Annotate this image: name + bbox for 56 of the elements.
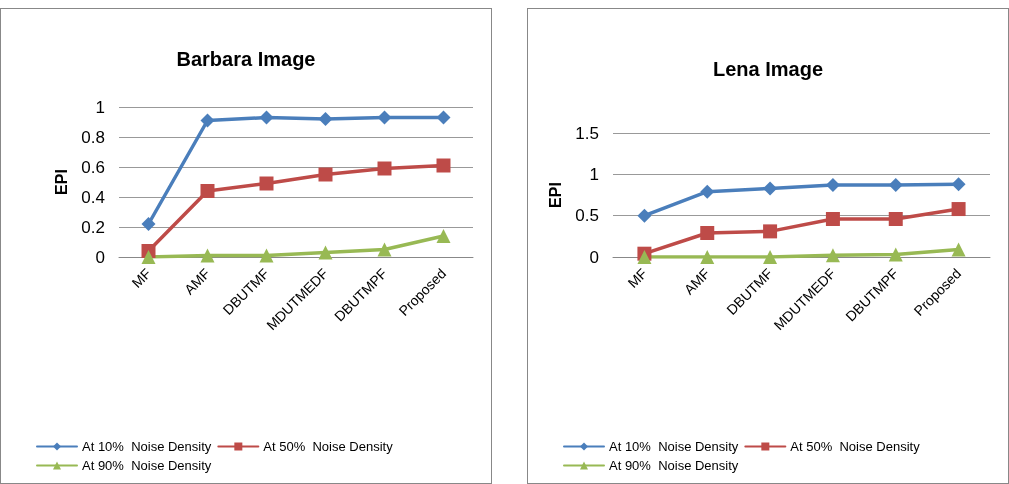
y-axis-title: EPI <box>546 182 564 208</box>
point <box>763 181 778 196</box>
point <box>888 247 903 262</box>
point <box>700 184 715 199</box>
point <box>637 208 652 223</box>
y-tick-label: 1.5 <box>575 123 599 143</box>
point <box>318 112 333 126</box>
legend-label: At 50% Noise Density <box>263 439 394 454</box>
y-tick-label: 0.2 <box>81 217 105 237</box>
point <box>763 250 778 264</box>
point <box>377 161 392 176</box>
point <box>888 178 903 193</box>
point <box>200 184 215 198</box>
chart-title: Barbara Image <box>176 48 316 70</box>
point <box>200 113 215 128</box>
y-tick-label: 1 <box>95 97 105 117</box>
y-tick-label: 0.6 <box>81 157 105 177</box>
y-tick-label: 0 <box>95 247 105 267</box>
point <box>259 110 274 125</box>
point <box>436 110 451 125</box>
point <box>825 178 840 193</box>
chart-title: Lena Image <box>712 58 824 80</box>
point <box>951 202 966 217</box>
point <box>888 211 903 226</box>
point <box>259 248 274 263</box>
y-tick-label: 0.5 <box>575 206 599 226</box>
y-tick-label: 0.4 <box>81 187 105 207</box>
legend-label: At 10% Noise Density <box>82 439 212 454</box>
point <box>318 167 333 182</box>
legend-label: At 10% Noise Density <box>609 439 739 454</box>
y-tick-label: 0 <box>589 247 599 267</box>
point <box>637 250 652 264</box>
legend-label: At 90% Noise Density <box>609 458 739 473</box>
point <box>951 177 966 192</box>
point <box>825 211 840 226</box>
legend-label: At 90% Noise Density <box>82 458 212 473</box>
point <box>825 248 840 263</box>
legend-label: At 50% Noise Density <box>790 439 921 454</box>
point <box>436 158 451 173</box>
y-tick-label: 1 <box>589 164 599 184</box>
x-tick-label: MF <box>624 265 651 291</box>
y-tick-label: 0.8 <box>81 127 105 147</box>
point <box>141 217 156 231</box>
point <box>763 224 778 239</box>
point <box>259 176 274 191</box>
point <box>141 250 156 264</box>
y-axis-title: EPI <box>52 169 70 195</box>
point <box>377 242 392 257</box>
point <box>700 226 715 241</box>
point <box>951 242 966 257</box>
point <box>377 110 392 125</box>
point <box>436 229 451 243</box>
x-tick-label: MF <box>128 265 155 291</box>
point <box>200 248 215 263</box>
point <box>318 245 333 260</box>
point <box>700 250 715 264</box>
